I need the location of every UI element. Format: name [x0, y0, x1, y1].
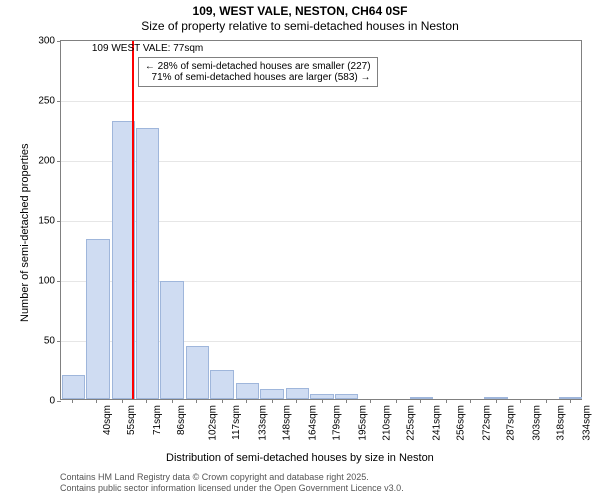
x-tick-mark — [272, 399, 273, 403]
y-tick-label: 50 — [44, 336, 55, 347]
x-tick-mark — [420, 399, 421, 403]
caption-line-2: Contains public sector information licen… — [60, 483, 404, 494]
caption-line-1: Contains HM Land Registry data © Crown c… — [60, 472, 404, 483]
x-tick-label: 102sqm — [208, 405, 219, 441]
annotation-line-2: 71% of semi-detached houses are larger (… — [145, 72, 371, 83]
x-tick-label: 256sqm — [456, 405, 467, 441]
x-tick-label: 179sqm — [332, 405, 343, 441]
histogram-bar — [260, 389, 284, 399]
x-tick-mark — [196, 399, 197, 403]
x-tick-mark — [122, 399, 123, 403]
x-tick-label: 241sqm — [432, 405, 443, 441]
y-tick-label: 0 — [49, 396, 55, 407]
x-tick-label: 164sqm — [308, 405, 319, 441]
y-tick-label: 300 — [38, 36, 55, 47]
y-tick-mark — [57, 281, 61, 282]
x-tick-label: 303sqm — [532, 405, 543, 441]
x-tick-mark — [246, 399, 247, 403]
x-tick-label: 86sqm — [176, 405, 187, 435]
histogram-bar — [210, 370, 234, 399]
chart-title-line2: Size of property relative to semi-detach… — [0, 19, 600, 34]
y-tick-mark — [57, 341, 61, 342]
chart-title: 109, WEST VALE, NESTON, CH64 0SF Size of… — [0, 0, 600, 34]
histogram-bar — [86, 239, 110, 399]
x-axis-label: Distribution of semi-detached houses by … — [166, 452, 434, 464]
x-tick-mark — [146, 399, 147, 403]
annotation-box: ← 28% of semi-detached houses are smalle… — [138, 57, 378, 87]
histogram-bar — [186, 346, 209, 399]
x-tick-label: 133sqm — [258, 405, 269, 441]
x-tick-mark — [322, 399, 323, 403]
marker-line — [132, 41, 134, 399]
x-tick-label: 195sqm — [358, 405, 369, 441]
x-tick-label: 272sqm — [482, 405, 493, 441]
source-caption: Contains HM Land Registry data © Crown c… — [60, 472, 404, 495]
x-tick-mark — [346, 399, 347, 403]
x-tick-label: 210sqm — [382, 405, 393, 441]
y-tick-label: 200 — [38, 156, 55, 167]
x-tick-mark — [396, 399, 397, 403]
x-tick-label: 287sqm — [506, 405, 517, 441]
histogram-bar — [136, 128, 159, 399]
y-tick-mark — [57, 41, 61, 42]
x-tick-mark — [172, 399, 173, 403]
x-tick-label: 40sqm — [102, 405, 113, 435]
x-tick-label: 148sqm — [282, 405, 293, 441]
x-tick-mark — [570, 399, 571, 403]
x-tick-label: 318sqm — [556, 405, 567, 441]
x-tick-mark — [222, 399, 223, 403]
x-tick-label: 55sqm — [126, 405, 137, 435]
histogram-bar — [286, 388, 309, 399]
x-tick-mark — [520, 399, 521, 403]
x-tick-mark — [496, 399, 497, 403]
grid-line — [61, 101, 581, 102]
y-tick-mark — [57, 161, 61, 162]
plot-area: Number of semi-detached properties 05010… — [60, 40, 582, 400]
x-tick-mark — [446, 399, 447, 403]
x-tick-label: 71sqm — [152, 405, 163, 435]
chart-title-line1: 109, WEST VALE, NESTON, CH64 0SF — [0, 4, 600, 19]
annotation-line-1: ← 28% of semi-detached houses are smalle… — [145, 61, 371, 72]
y-tick-mark — [57, 221, 61, 222]
x-tick-mark — [72, 399, 73, 403]
x-tick-mark — [546, 399, 547, 403]
y-tick-mark — [57, 401, 61, 402]
x-tick-mark — [370, 399, 371, 403]
x-tick-label: 225sqm — [406, 405, 417, 441]
y-axis-label: Number of semi-detached properties — [19, 143, 31, 322]
histogram-bar — [160, 281, 184, 399]
x-tick-label: 334sqm — [582, 405, 593, 441]
y-tick-label: 150 — [38, 216, 55, 227]
y-tick-label: 100 — [38, 276, 55, 287]
x-tick-mark — [470, 399, 471, 403]
x-tick-label: 117sqm — [231, 405, 242, 440]
y-tick-label: 250 — [38, 96, 55, 107]
histogram-bar — [62, 375, 85, 399]
x-tick-mark — [296, 399, 297, 403]
y-tick-mark — [57, 101, 61, 102]
x-tick-mark — [96, 399, 97, 403]
marker-label: 109 WEST VALE: 77sqm — [92, 43, 203, 54]
histogram-bar — [236, 383, 259, 399]
